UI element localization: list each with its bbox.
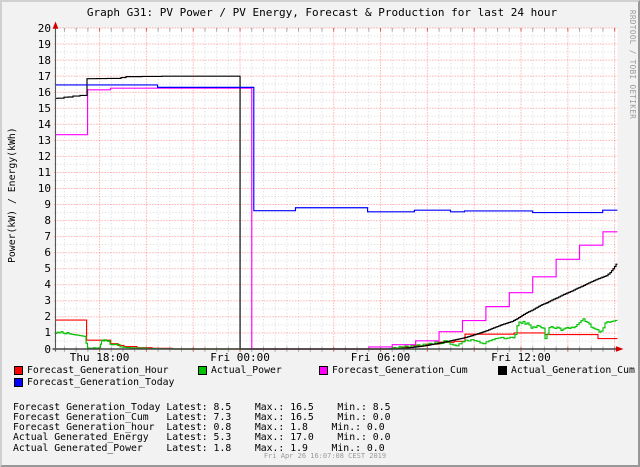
x-axis-tick-label: Fri 12:00	[491, 351, 551, 364]
y-axis-tick-label: 12	[37, 149, 51, 163]
y-axis-tick-label: 8	[44, 214, 51, 228]
chart-canvas	[55, 28, 618, 349]
stats-line: Forecast Generation_Cum Latest: 7.3 Max.…	[13, 412, 391, 424]
legend-label: Actual_Power	[211, 365, 282, 376]
legend-color-swatch	[198, 366, 207, 375]
x-axis-arrow-icon	[616, 346, 624, 352]
x-axis-tick-label: Thu 18:00	[69, 351, 130, 364]
y-axis-tick-label: 15	[37, 101, 51, 115]
y-axis-tick-label: 17	[37, 69, 51, 83]
series-line-forecast_generation_today	[55, 84, 618, 214]
legend-color-swatch	[14, 378, 23, 387]
y-axis-tick-label: 13	[37, 133, 51, 147]
rrdtool-watermark: RRDTOOL / TOBI OETIKER	[628, 10, 637, 120]
stats-line: Actual Generated_Energy Latest: 5.3 Max.…	[13, 432, 391, 444]
y-axis-tick-label: 16	[37, 85, 51, 99]
y-axis-tick-label: 3	[44, 294, 51, 308]
y-axis-arrow-icon	[52, 21, 59, 29]
chart-axes	[52, 21, 624, 352]
legend-label: Forecast_Generation_Hour	[27, 365, 169, 376]
y-axis-tick-label: 2	[44, 310, 51, 324]
y-axis-tick-label: 0	[44, 342, 51, 356]
legend-label: Actual_Generation_Cum	[511, 365, 635, 376]
y-axis-tick-label: 19	[37, 37, 51, 51]
series-line-forecast_generation_cum	[55, 87, 618, 350]
stats-line: Forecast Generation_Today Latest: 8.5 Ma…	[13, 402, 391, 413]
y-axis-tick-label: 4	[44, 278, 51, 292]
stats-line: Forecast Generation_hour Latest: 0.8 Max…	[13, 422, 385, 434]
legend-label: Forecast_Generation_Cum	[332, 365, 468, 376]
y-axis-tick-label: 1	[44, 326, 51, 340]
y-axis-tick-label: 14	[37, 117, 51, 131]
y-axis-tick-label: 20	[37, 21, 51, 35]
legend-label: Forecast_Generation_Today	[27, 377, 175, 388]
grid-major-lines	[54, 27, 618, 349]
y-axis-title: Power(kW) / Energy(kWh)	[7, 127, 18, 263]
legend-row-1: Forecast_Generation_Hour Actual_Power Fore…	[2, 365, 638, 378]
x-axis-tick-label: Fri 00:00	[210, 351, 270, 364]
y-axis-tick-label: 18	[37, 53, 51, 67]
series-line-actual_power	[55, 318, 618, 350]
legend-color-swatch	[498, 366, 507, 375]
footer-timestamp: Fri Apr 26 16:07:08 CEST 2019	[263, 452, 387, 460]
y-axis-tick-label: 6	[44, 246, 51, 260]
series-line-actual_generation_cum	[55, 75, 618, 350]
y-axis-tick-label: 7	[44, 230, 51, 244]
chart-title: Graph G31: PV Power / PV Energy, Forecas…	[86, 6, 558, 19]
y-axis-tick-label: 9	[44, 198, 51, 212]
y-axis-tick-label: 10	[37, 182, 51, 195]
legend-color-swatch	[319, 366, 328, 375]
legend-color-swatch	[14, 366, 23, 375]
y-axis-tick-label: 11	[37, 165, 51, 179]
stats-block: Forecast Generation_Today Latest: 8.5 Ma…	[13, 402, 391, 454]
x-axis-tick-label: Fri 06:00	[350, 351, 411, 364]
stats-line: Actual Generated_Power Latest: 1.8 Max.:…	[13, 442, 385, 454]
y-axis-tick-label: 5	[44, 262, 51, 276]
legend-row-2: Forecast_Generation_Today	[2, 377, 638, 390]
chart-series-lines	[55, 75, 618, 350]
grid-minor-lines	[54, 28, 618, 349]
